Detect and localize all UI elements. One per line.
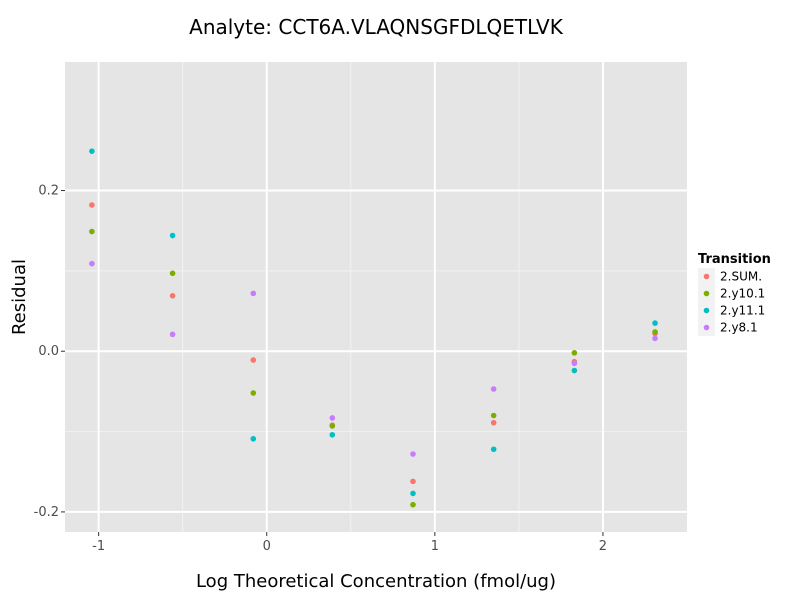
data-point [169,270,176,277]
legend: Transition 2.SUM. 2.y10.1 2.y11.1 2.y8.1 [698,252,771,336]
data-point [410,501,416,508]
legend-label: 2.y11.1 [720,304,765,318]
data-point [410,451,416,457]
data-point [652,335,658,342]
data-point [59,91,65,97]
data-point [250,357,257,363]
legend-marker [703,324,710,331]
data-point [89,260,95,267]
points [59,69,658,508]
x-tick-label: -1 [92,539,105,554]
data-point [329,415,336,421]
y-tick-label: -0.2 [34,505,59,520]
x-axis-title: Log Theoretical Concentration (fmol/ug) [196,571,556,592]
grid [65,62,687,532]
data-point [410,490,416,497]
data-point [652,320,658,326]
legend-label: 2.y10.1 [720,287,765,301]
data-point [89,228,95,235]
data-point [329,431,336,438]
data-point [652,329,658,335]
data-point [89,148,95,154]
chart-title: Analyte: CCT6A.VLAQNSGFDLQETLVK [189,15,564,39]
data-point [490,446,497,453]
legend-marker [703,307,710,314]
legend-label: 2.y8.1 [720,321,758,335]
data-point [490,412,497,419]
data-point [490,386,497,392]
data-point [169,331,176,338]
data-point [490,419,497,426]
data-point [410,478,416,485]
data-point [250,436,257,442]
x-tick-label: 0 [263,539,271,554]
data-point [169,292,176,299]
data-point [571,350,578,356]
data-point [329,423,336,429]
y-axis: -0.2 0.0 0.2 [34,184,65,520]
y-axis-title: Residual [9,259,30,335]
data-point [59,69,65,75]
y-tick-label: 0.0 [38,344,59,359]
data-point [571,367,578,374]
plot-panel [65,62,687,532]
legend-title: Transition [698,252,771,267]
legend-label: 2.SUM. [720,270,762,284]
legend-marker [703,273,710,280]
data-point [59,262,65,268]
y-tick-label: 0.2 [38,184,59,199]
data-point [250,390,257,396]
legend-marker [703,290,710,297]
data-point [89,202,95,208]
x-tick-label: 2 [599,539,607,554]
x-tick-label: 1 [431,539,439,554]
data-point [571,360,578,367]
data-point [250,290,257,297]
x-axis: -1 0 1 2 [92,532,607,554]
data-point [169,232,176,239]
